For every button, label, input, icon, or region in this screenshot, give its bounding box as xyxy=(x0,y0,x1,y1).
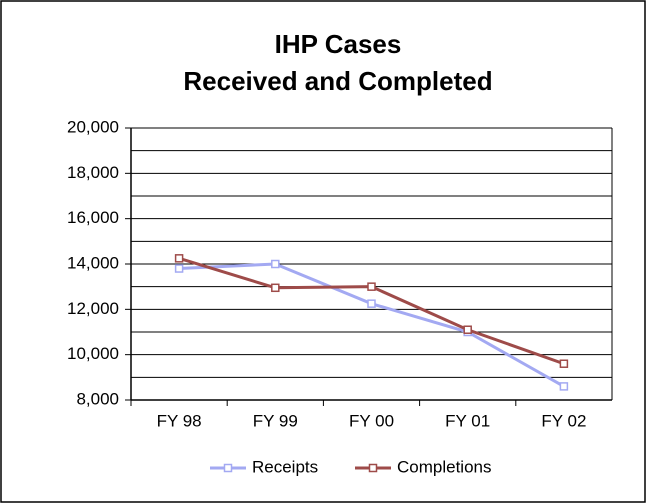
y-tick-label: 8,000 xyxy=(76,389,119,408)
legend-label: Receipts xyxy=(252,457,318,476)
x-tick-label: FY 01 xyxy=(445,411,490,430)
legend-label: Completions xyxy=(397,457,492,476)
legend-marker xyxy=(368,463,378,473)
x-tick-label: FY 98 xyxy=(157,411,202,430)
series-marker xyxy=(174,254,184,263)
series-marker xyxy=(559,359,569,368)
series-marker xyxy=(367,299,376,308)
series-marker xyxy=(559,382,569,391)
series-marker xyxy=(271,283,280,293)
x-tick-label: FY 00 xyxy=(349,411,394,430)
y-tick-label: 12,000 xyxy=(67,299,119,318)
series-marker xyxy=(367,282,376,291)
y-tick-label: 10,000 xyxy=(67,344,119,363)
series-marker xyxy=(463,325,472,334)
y-tick-label: 20,000 xyxy=(67,117,119,136)
series-marker xyxy=(174,264,184,273)
x-tick-label: FY 99 xyxy=(253,411,298,430)
y-tick-label: 16,000 xyxy=(67,208,119,227)
legend-marker xyxy=(223,463,233,473)
chart-title: Received and Completed xyxy=(183,66,492,96)
chart-title: IHP Cases xyxy=(275,29,402,59)
y-tick-label: 14,000 xyxy=(67,253,119,272)
series-marker xyxy=(271,259,280,269)
x-tick-label: FY 02 xyxy=(541,411,586,430)
y-tick-label: 18,000 xyxy=(67,163,119,182)
